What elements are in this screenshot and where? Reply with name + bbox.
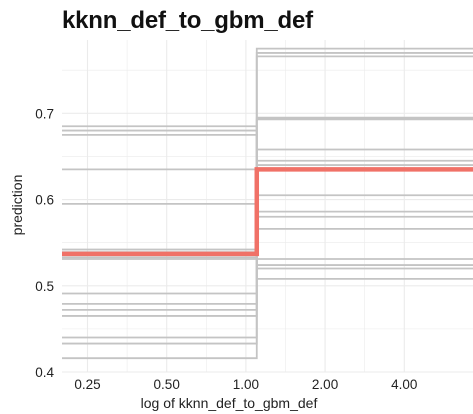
y-tick-label: 0.6 [35, 193, 54, 208]
ice-curve [62, 159, 473, 295]
y-axis-label: prediction [9, 175, 25, 236]
average-curve-layer [62, 167, 473, 257]
grid-layer [62, 40, 473, 373]
y-tick-label: 0.5 [35, 279, 54, 294]
x-tick-label: 0.50 [154, 377, 180, 392]
y-tick-label: 0.4 [35, 365, 54, 380]
ice-curve [62, 55, 473, 339]
x-tick-label: 0.25 [74, 377, 100, 392]
tick-labels: 0.4 0.5 0.6 0.7 0.25 0.50 1.00 2.00 4.00 [35, 106, 417, 392]
chart-title: kknn_def_to_gbm_def [62, 7, 313, 34]
ice-curves [62, 47, 473, 360]
ice-curve [62, 210, 473, 254]
ice-curve [62, 148, 473, 305]
ice-curve [62, 168, 473, 260]
x-tick-label: 1.00 [233, 377, 259, 392]
ice-curve [62, 118, 473, 311]
average-prediction-curve [62, 167, 473, 257]
x-axis-label: log of kknn_def_to_gbm_def [141, 395, 318, 411]
x-tick-label: 2.00 [312, 377, 338, 392]
ice-curve [62, 215, 473, 251]
y-tick-label: 0.7 [35, 106, 54, 121]
ice-curve [62, 52, 473, 345]
x-tick-label: 4.00 [391, 377, 417, 392]
